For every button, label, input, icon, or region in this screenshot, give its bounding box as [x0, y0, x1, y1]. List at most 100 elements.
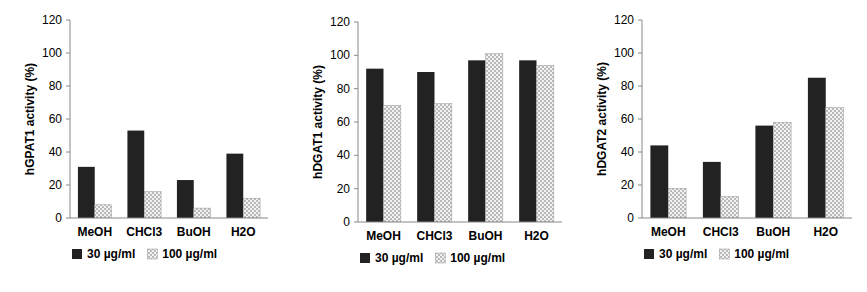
panel: 020406080100120MeOHCHCl3BuOHH2OhDGAT2 ac…: [595, 13, 852, 261]
y-tick: [354, 122, 358, 123]
bar: [755, 126, 773, 218]
y-tick-label: 100: [42, 46, 62, 60]
y-tick: [638, 53, 642, 54]
x-tick-label: BuOH: [177, 225, 211, 239]
bar: [703, 162, 721, 218]
y-tick: [354, 22, 358, 23]
bar: [384, 105, 401, 222]
y-tick: [66, 185, 70, 186]
y-tick: [66, 152, 70, 153]
legend-swatch: [719, 249, 729, 259]
y-tick: [354, 155, 358, 156]
x-tick-label: MeOH: [77, 225, 112, 239]
legend-swatch: [147, 249, 157, 259]
y-axis-label: hDGAT1 activity (%): [311, 65, 325, 179]
y-tick-label: 40: [337, 148, 351, 162]
x-axis: [642, 218, 852, 219]
legend-label: 30 µg/ml: [375, 251, 423, 265]
bar: [435, 104, 452, 222]
y-tick-label: 120: [614, 13, 634, 27]
panel: 0 20 40 60 80 100 120 MeOH CHCl3 BuOH H2O hDGAT1 ac…: [311, 15, 562, 265]
y-axis: [358, 22, 359, 222]
x-tick-label: BuOH: [469, 229, 503, 243]
bars: [650, 78, 843, 218]
legend-label: 30 µg/ml: [87, 247, 135, 261]
legend-swatch: [644, 249, 654, 259]
y-tick-label: 20: [621, 178, 635, 192]
y-tick: [638, 20, 642, 21]
legend-label: 30 µg/ml: [659, 247, 707, 261]
legend-swatch: [435, 253, 445, 263]
x-tick-label: H2O: [231, 225, 256, 239]
bars: [78, 131, 260, 218]
x-axis: [358, 222, 562, 223]
bar: [537, 65, 554, 222]
x-tick-label: CHCl3: [416, 229, 452, 243]
bar: [127, 131, 144, 218]
bar: [773, 122, 791, 218]
legend-swatch: [72, 249, 82, 259]
legend-label: 100 µg/ml: [450, 251, 505, 265]
y-tick: [638, 119, 642, 120]
legend-swatch: [360, 253, 370, 263]
y-tick: [66, 86, 70, 87]
y-tick: [354, 222, 358, 223]
panel: 0 20 40 60 80 100 120 MeOH CHCl3 BuOH H2O hGPAT1 ac…: [23, 13, 268, 261]
x-tick-label: H2O: [524, 229, 549, 243]
y-tick: [66, 119, 70, 120]
bar: [486, 54, 503, 222]
y-tick-label: 80: [621, 79, 635, 93]
bar: [95, 205, 112, 218]
x-tick-label: MeOH: [651, 225, 686, 239]
bars: [366, 54, 554, 222]
bar: [826, 107, 844, 218]
legend-label: 100 µg/ml: [162, 247, 217, 261]
bar: [243, 198, 260, 218]
y-tick: [638, 185, 642, 186]
y-tick-label: 20: [337, 182, 351, 196]
y-tick-label: 0: [627, 211, 634, 225]
bar: [468, 60, 485, 222]
y-axis-label: hGPAT1 activity (%): [23, 63, 37, 175]
y-tick-label: 120: [330, 15, 350, 29]
y-tick-label: 100: [614, 46, 634, 60]
figure: 0 20 40 60 80 100 120 MeOH CHCl3 BuOH H2O hGPAT1 ac…: [0, 0, 867, 292]
y-tick-label: 100: [330, 48, 350, 62]
y-tick: [66, 53, 70, 54]
x-tick-label: BuOH: [756, 225, 790, 239]
bar: [194, 208, 211, 218]
y-tick: [354, 188, 358, 189]
bar: [144, 192, 161, 218]
bar: [226, 154, 243, 218]
x-tick-label: CHCl3: [126, 225, 162, 239]
bar: [177, 180, 194, 218]
bar: [721, 197, 739, 218]
bar: [650, 145, 668, 218]
y-tick-label: 80: [337, 82, 351, 96]
y-axis: [70, 20, 71, 218]
bar: [519, 60, 536, 222]
legend-label: 100 µg/ml: [734, 247, 789, 261]
bar: [78, 167, 95, 218]
y-tick-label: 0: [55, 211, 62, 225]
y-tick: [66, 20, 70, 21]
y-tick-label: 40: [49, 145, 63, 159]
y-axis-label: hDGAT2 activity (%): [595, 62, 609, 176]
y-tick-label: 0: [343, 215, 350, 229]
x-tick-label: MeOH: [366, 229, 401, 243]
y-tick-label: 60: [621, 112, 635, 126]
bar: [668, 188, 686, 218]
y-tick: [66, 218, 70, 219]
y-tick-label: 60: [337, 115, 351, 129]
y-tick-label: 80: [49, 79, 63, 93]
y-tick-label: 120: [42, 13, 62, 27]
y-tick: [354, 88, 358, 89]
y-tick-label: 40: [621, 145, 635, 159]
bar: [808, 78, 826, 218]
y-tick-label: 60: [49, 112, 63, 126]
y-tick: [638, 152, 642, 153]
y-tick-label: 20: [49, 178, 63, 192]
y-axis: [642, 20, 643, 218]
x-tick-label: H2O: [813, 225, 838, 239]
y-tick: [638, 218, 642, 219]
